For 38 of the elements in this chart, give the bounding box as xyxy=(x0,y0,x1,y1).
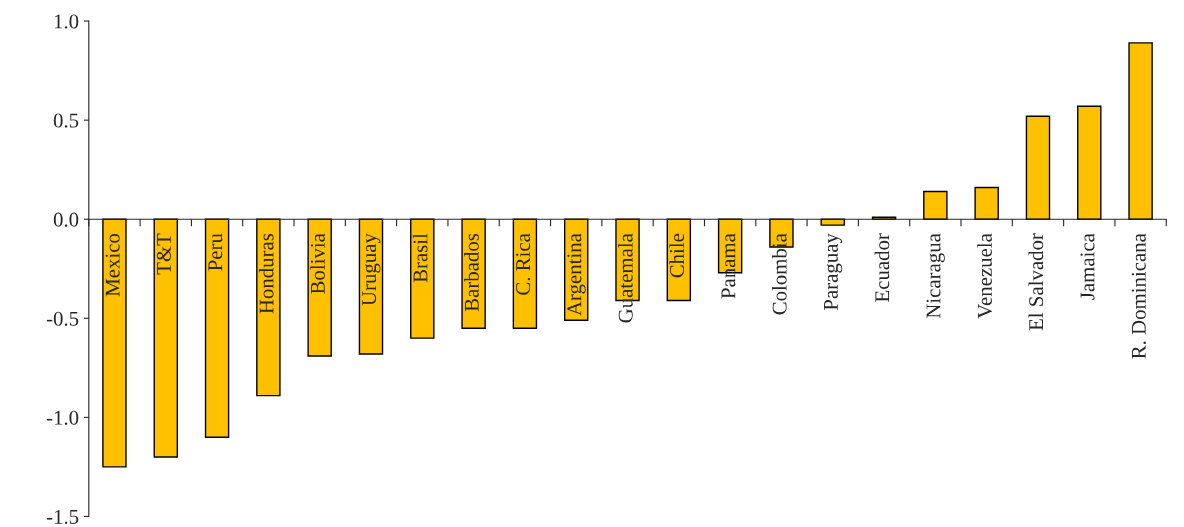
y-tick-label: 1.0 xyxy=(54,14,79,29)
bar xyxy=(307,218,332,357)
x-tick-label: Argentina xyxy=(567,233,586,316)
x-tick-label: El Salvador xyxy=(1028,233,1044,331)
x-tick-label: Honduras xyxy=(258,233,274,314)
y-tick-label: -1.0 xyxy=(46,410,79,425)
bar xyxy=(102,218,127,468)
bar xyxy=(974,186,999,220)
x-tick-label: Uruguay xyxy=(362,233,381,306)
x-tick-label: Bolivia xyxy=(310,233,325,294)
bar xyxy=(1077,105,1102,220)
x-tick-label: Venezuela xyxy=(977,233,992,319)
x-tick-label: Colombia xyxy=(771,233,787,315)
bar xyxy=(410,218,435,339)
y-tick-label: -0.5 xyxy=(46,311,79,326)
x-tick-label: R. Dominicana xyxy=(1131,233,1146,359)
x-tick-label: C. Rica xyxy=(516,233,531,295)
x-tick-label: Panama xyxy=(721,233,736,299)
bar xyxy=(153,218,178,458)
x-tick-label: T&T xyxy=(156,233,171,275)
x-tick-label: Jamaica xyxy=(1080,233,1095,300)
y-tick-label: -1.5 xyxy=(46,509,79,524)
x-tick-label: Mexico xyxy=(105,233,120,297)
bar xyxy=(204,218,230,438)
x-tick-label: Ecuador xyxy=(874,233,890,302)
x-tick-label: Barbados xyxy=(464,233,479,312)
bar xyxy=(923,190,948,220)
bar xyxy=(1128,42,1153,220)
bar xyxy=(256,218,281,397)
x-tick-label: Guatemala xyxy=(618,233,633,323)
y-tick-label: 0.0 xyxy=(53,212,79,227)
y-tick-label: 0.5 xyxy=(53,113,79,128)
x-tick-label: Brasil xyxy=(412,233,428,283)
bar xyxy=(1025,115,1051,220)
x-tick-label: Peru xyxy=(208,233,223,271)
x-tick-label: Chile xyxy=(669,233,685,278)
x-tick-label: Paraguay xyxy=(824,233,843,311)
x-tick-label: Nicaragua xyxy=(926,233,945,319)
